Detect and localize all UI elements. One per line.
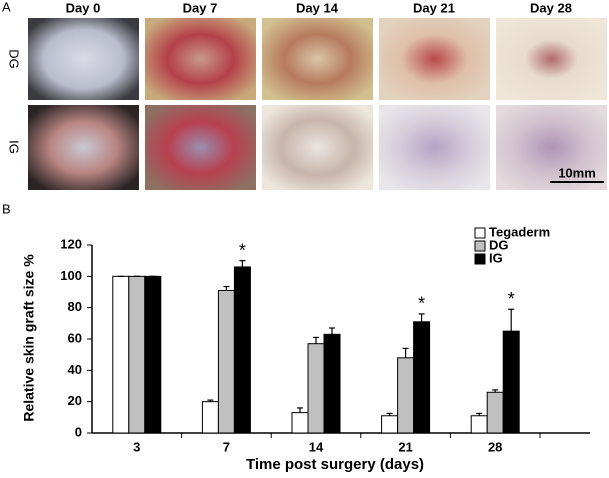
error-bar xyxy=(207,399,214,402)
x-tick-label: 28 xyxy=(488,439,502,454)
x-tick-label: 21 xyxy=(398,439,412,454)
error-bar xyxy=(402,347,409,358)
row-label: DG xyxy=(7,49,22,69)
bar xyxy=(128,275,146,434)
photo xyxy=(262,18,373,100)
error-bar xyxy=(313,336,319,344)
y-tick-label: 0 xyxy=(75,424,82,439)
error-bar xyxy=(492,389,499,393)
x-axis-label: Time post surgery (days) xyxy=(246,456,424,473)
x-tick-label: 14 xyxy=(309,439,324,454)
y-tick-label: 120 xyxy=(60,236,82,251)
photo xyxy=(145,105,256,190)
photo xyxy=(379,105,490,190)
bar xyxy=(144,275,162,434)
error-bar xyxy=(418,313,425,322)
bar xyxy=(233,266,251,434)
x-tick-label: 3 xyxy=(133,439,140,454)
significance-marker: * xyxy=(239,240,246,260)
error-bar xyxy=(329,327,335,335)
scale-label: 10mm xyxy=(558,165,596,180)
bar xyxy=(381,415,399,434)
y-tick-label: 20 xyxy=(68,393,82,408)
photo xyxy=(379,18,490,100)
bar xyxy=(112,275,130,434)
photo xyxy=(262,105,373,190)
y-tick-label: 80 xyxy=(68,299,82,314)
column-label: Day 0 xyxy=(66,0,101,15)
error-bar xyxy=(239,260,246,267)
legend-swatch xyxy=(474,253,486,265)
y-tick-label: 40 xyxy=(68,362,82,377)
x-tick-label: 7 xyxy=(223,439,230,454)
y-tick-label: 100 xyxy=(60,268,82,283)
column-label: Day 7 xyxy=(183,0,218,15)
photos xyxy=(28,18,607,190)
photo xyxy=(496,18,607,100)
legend-swatch xyxy=(474,240,486,252)
y-axis-label: Relative skin graft size % xyxy=(21,254,37,422)
column-label: Day 28 xyxy=(530,0,572,15)
bar xyxy=(201,401,219,434)
legend-label: Tegaderm xyxy=(489,224,550,239)
panel-label: A xyxy=(2,0,11,14)
photo xyxy=(28,18,139,100)
bar xyxy=(502,330,520,434)
bar xyxy=(470,415,488,434)
legend-label: DG xyxy=(489,237,509,252)
photo xyxy=(28,105,139,190)
y-tick-label: 60 xyxy=(68,330,82,345)
bar xyxy=(307,343,325,434)
error-bar xyxy=(223,285,230,291)
error-bar xyxy=(386,412,393,416)
photo xyxy=(145,18,256,100)
legend-label: IG xyxy=(489,250,503,265)
error-bar xyxy=(508,308,515,332)
significance-marker: * xyxy=(508,289,515,309)
column-label: Day 21 xyxy=(413,0,455,15)
error-bar xyxy=(297,407,303,413)
photo xyxy=(496,105,607,190)
column-label: Day 14 xyxy=(296,0,339,15)
legend-swatch xyxy=(474,227,486,239)
bar xyxy=(291,412,309,434)
panel-label: B xyxy=(2,201,11,216)
bar xyxy=(323,333,341,434)
bar xyxy=(217,289,235,434)
significance-marker: * xyxy=(418,294,425,314)
error-bar xyxy=(476,412,483,416)
row-label: IG xyxy=(7,140,22,154)
bar xyxy=(413,321,431,434)
bar xyxy=(486,391,504,434)
bar xyxy=(397,357,415,434)
